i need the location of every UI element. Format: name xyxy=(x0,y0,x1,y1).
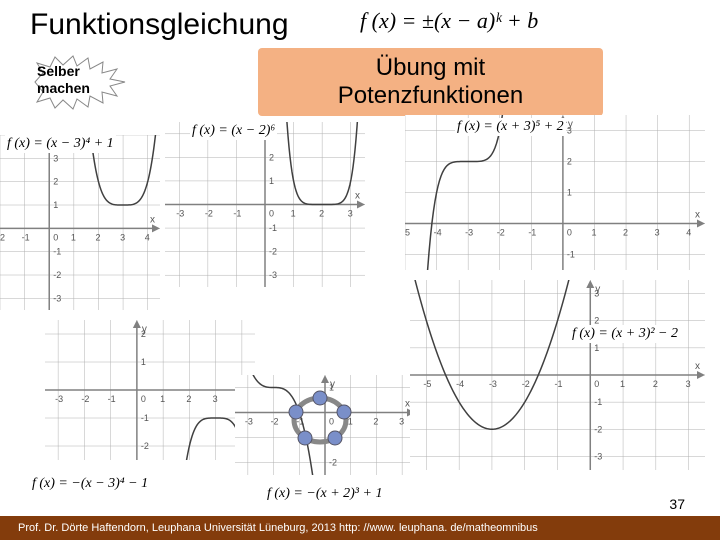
svg-text:2: 2 xyxy=(567,157,572,167)
svg-text:1: 1 xyxy=(160,394,165,404)
svg-text:4: 4 xyxy=(145,232,150,242)
svg-text:-2: -2 xyxy=(205,209,213,219)
svg-text:2: 2 xyxy=(95,232,100,242)
svg-text:1: 1 xyxy=(71,232,76,242)
svg-text:2: 2 xyxy=(319,209,324,219)
svg-text:1: 1 xyxy=(269,176,274,186)
svg-text:1: 1 xyxy=(291,209,296,219)
svg-text:-2: -2 xyxy=(594,424,602,434)
svg-text:-5: -5 xyxy=(423,379,431,389)
graph-6: xy-5-4-3-2-1123-3-2-11230 xyxy=(410,280,705,470)
starburst-line1: Selber xyxy=(37,63,80,79)
svg-text:-3: -3 xyxy=(55,394,63,404)
graph-3: xy-5-4-3-2-11234-11230 xyxy=(405,115,705,270)
svg-text:2: 2 xyxy=(186,394,191,404)
svg-text:0: 0 xyxy=(594,379,599,389)
svg-text:-1: -1 xyxy=(233,209,241,219)
banner-line2: Potenzfunktionen xyxy=(338,82,523,109)
equation-3: f (x) = (x + 3)⁵ + 2 xyxy=(455,118,566,136)
starburst-badge: Selber machen xyxy=(25,55,135,110)
svg-text:-1: -1 xyxy=(53,247,61,257)
svg-text:-4: -4 xyxy=(456,379,464,389)
svg-text:-2: -2 xyxy=(497,228,505,238)
svg-text:2: 2 xyxy=(141,329,146,339)
starburst-line2: machen xyxy=(37,80,90,96)
svg-text:1: 1 xyxy=(620,379,625,389)
svg-text:1: 1 xyxy=(567,188,572,198)
svg-text:-1: -1 xyxy=(22,232,30,242)
svg-text:2: 2 xyxy=(53,177,58,187)
svg-text:-1: -1 xyxy=(528,228,536,238)
svg-text:1: 1 xyxy=(141,357,146,367)
equation-2: f (x) = (x − 2)⁶ xyxy=(190,122,277,140)
svg-text:-1: -1 xyxy=(567,250,575,260)
svg-text:3: 3 xyxy=(348,209,353,219)
svg-text:0: 0 xyxy=(53,232,58,242)
graph-1: xy-2-11234-3-2-11230 xyxy=(0,135,160,310)
svg-text:-3: -3 xyxy=(489,379,497,389)
svg-text:-2: -2 xyxy=(271,417,279,427)
svg-text:2: 2 xyxy=(269,152,274,162)
svg-text:3: 3 xyxy=(567,126,572,136)
svg-text:-2: -2 xyxy=(53,270,61,280)
svg-text:2: 2 xyxy=(373,417,378,427)
svg-text:0: 0 xyxy=(141,394,146,404)
equation-6: f (x) = (x + 3)² − 2 xyxy=(570,325,680,343)
svg-text:1: 1 xyxy=(594,343,599,353)
svg-text:-2: -2 xyxy=(0,232,5,242)
page-number: 37 xyxy=(669,496,685,512)
svg-text:3: 3 xyxy=(655,228,660,238)
svg-text:3: 3 xyxy=(686,379,691,389)
svg-text:-5: -5 xyxy=(405,228,410,238)
svg-text:1: 1 xyxy=(53,200,58,210)
main-formula: f (x) = ±(x − a)ᵏ + b xyxy=(360,8,538,34)
svg-text:0: 0 xyxy=(567,228,572,238)
svg-text:3: 3 xyxy=(53,153,58,163)
svg-text:4: 4 xyxy=(686,228,691,238)
banner-line1: Übung mit xyxy=(376,54,485,81)
svg-text:3: 3 xyxy=(120,232,125,242)
svg-text:-2: -2 xyxy=(141,441,149,451)
svg-text:-1: -1 xyxy=(555,379,563,389)
exercise-banner: Übung mit Potenzfunktionen xyxy=(258,48,603,116)
svg-text:-4: -4 xyxy=(434,228,442,238)
svg-text:-1: -1 xyxy=(141,413,149,423)
svg-text:-3: -3 xyxy=(176,209,184,219)
svg-text:2: 2 xyxy=(623,228,628,238)
equation-4: f (x) = −(x − 3)⁴ − 1 xyxy=(30,475,150,493)
svg-text:-2: -2 xyxy=(81,394,89,404)
graph-4: xy-3-2-11234-2-1120 xyxy=(45,320,255,460)
svg-text:-3: -3 xyxy=(465,228,473,238)
svg-text:3: 3 xyxy=(399,417,404,427)
svg-text:-1: -1 xyxy=(269,223,277,233)
graph-2: xy-3-2-1123-3-2-11230 xyxy=(165,122,365,287)
svg-text:-3: -3 xyxy=(594,451,602,461)
svg-text:2: 2 xyxy=(653,379,658,389)
decorative-ring xyxy=(280,390,360,450)
svg-text:x: x xyxy=(150,214,155,225)
svg-text:0: 0 xyxy=(269,209,274,219)
svg-text:3: 3 xyxy=(594,289,599,299)
svg-text:-3: -3 xyxy=(269,270,277,280)
svg-text:x: x xyxy=(695,361,700,372)
svg-text:1: 1 xyxy=(591,228,596,238)
equation-1: f (x) = (x − 3)⁴ + 1 xyxy=(5,135,116,153)
starburst-text: Selber machen xyxy=(37,63,90,97)
svg-text:-3: -3 xyxy=(53,293,61,303)
footer-credit: Prof. Dr. Dörte Haftendorn, Leuphana Uni… xyxy=(0,516,720,540)
svg-text:-2: -2 xyxy=(329,458,337,468)
page-title: Funktionsgleichung xyxy=(30,8,289,42)
svg-text:x: x xyxy=(695,210,700,221)
svg-text:-2: -2 xyxy=(522,379,530,389)
svg-text:-1: -1 xyxy=(594,397,602,407)
svg-text:x: x xyxy=(355,191,360,202)
svg-text:3: 3 xyxy=(213,394,218,404)
svg-text:-3: -3 xyxy=(245,417,253,427)
svg-text:-2: -2 xyxy=(269,247,277,257)
equation-5: f (x) = −(x + 2)³ + 1 xyxy=(265,485,384,503)
svg-text:-1: -1 xyxy=(108,394,116,404)
